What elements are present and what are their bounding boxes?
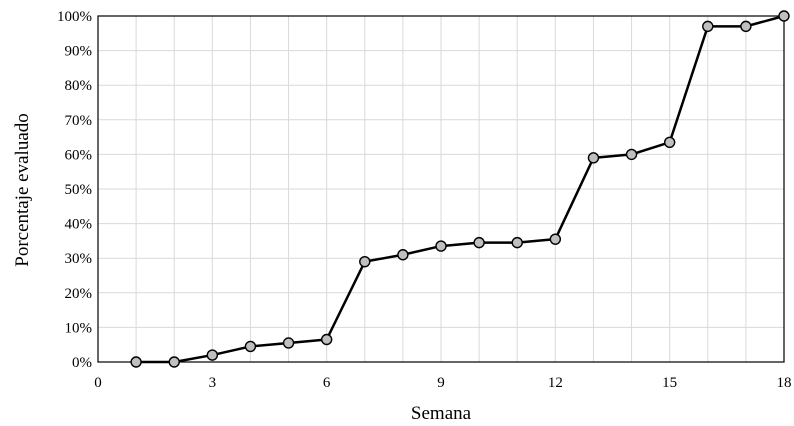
y-tick-label: 30% bbox=[65, 251, 93, 267]
data-point bbox=[244, 340, 257, 353]
data-point bbox=[282, 337, 295, 349]
y-tick-label: 20% bbox=[65, 286, 93, 302]
y-tick-label: 0% bbox=[72, 355, 92, 371]
data-point bbox=[740, 20, 752, 33]
y-tick-label: 80% bbox=[65, 78, 93, 94]
y-tick-label: 60% bbox=[65, 147, 93, 163]
data-point bbox=[397, 249, 409, 261]
data-point bbox=[702, 20, 714, 33]
y-tick-label: 40% bbox=[65, 217, 93, 233]
y-tick-label: 10% bbox=[65, 320, 93, 336]
data-point bbox=[511, 236, 523, 249]
y-tick-label: 100% bbox=[57, 9, 92, 25]
y-tick-label: 50% bbox=[65, 182, 93, 198]
data-point bbox=[778, 10, 790, 22]
x-tick-label: 0 bbox=[94, 375, 102, 391]
data-point bbox=[473, 236, 485, 249]
data-series bbox=[130, 10, 790, 368]
plot-area-border bbox=[97, 15, 785, 363]
x-tick-label: 12 bbox=[548, 375, 563, 391]
data-point bbox=[587, 152, 600, 164]
data-point bbox=[435, 240, 447, 252]
x-tick-label: 15 bbox=[662, 375, 677, 391]
y-tick-label: 70% bbox=[65, 113, 93, 129]
data-point bbox=[130, 356, 142, 368]
y-axis-ticks: 0% 10% 20% 30% 40% 50% 60% 70% 80% 90% 100% bbox=[57, 9, 92, 371]
gridlines bbox=[98, 16, 784, 362]
x-tick-label: 18 bbox=[777, 375, 792, 391]
data-point bbox=[168, 356, 180, 368]
series-line bbox=[136, 14, 785, 364]
y-axis-title: Porcentaje evaluado bbox=[12, 113, 33, 267]
data-point bbox=[625, 148, 638, 161]
data-point bbox=[206, 349, 219, 361]
data-point bbox=[359, 255, 371, 268]
x-axis-title: Semana bbox=[411, 403, 472, 424]
x-axis-ticks: 0 3 6 9 12 15 18 bbox=[94, 375, 791, 391]
x-tick-label: 3 bbox=[209, 375, 217, 391]
data-point bbox=[549, 233, 562, 245]
data-point bbox=[663, 136, 676, 148]
y-tick-label: 90% bbox=[65, 44, 93, 60]
x-tick-label: 9 bbox=[437, 375, 445, 391]
data-point bbox=[320, 333, 333, 346]
x-tick-label: 6 bbox=[323, 375, 331, 391]
